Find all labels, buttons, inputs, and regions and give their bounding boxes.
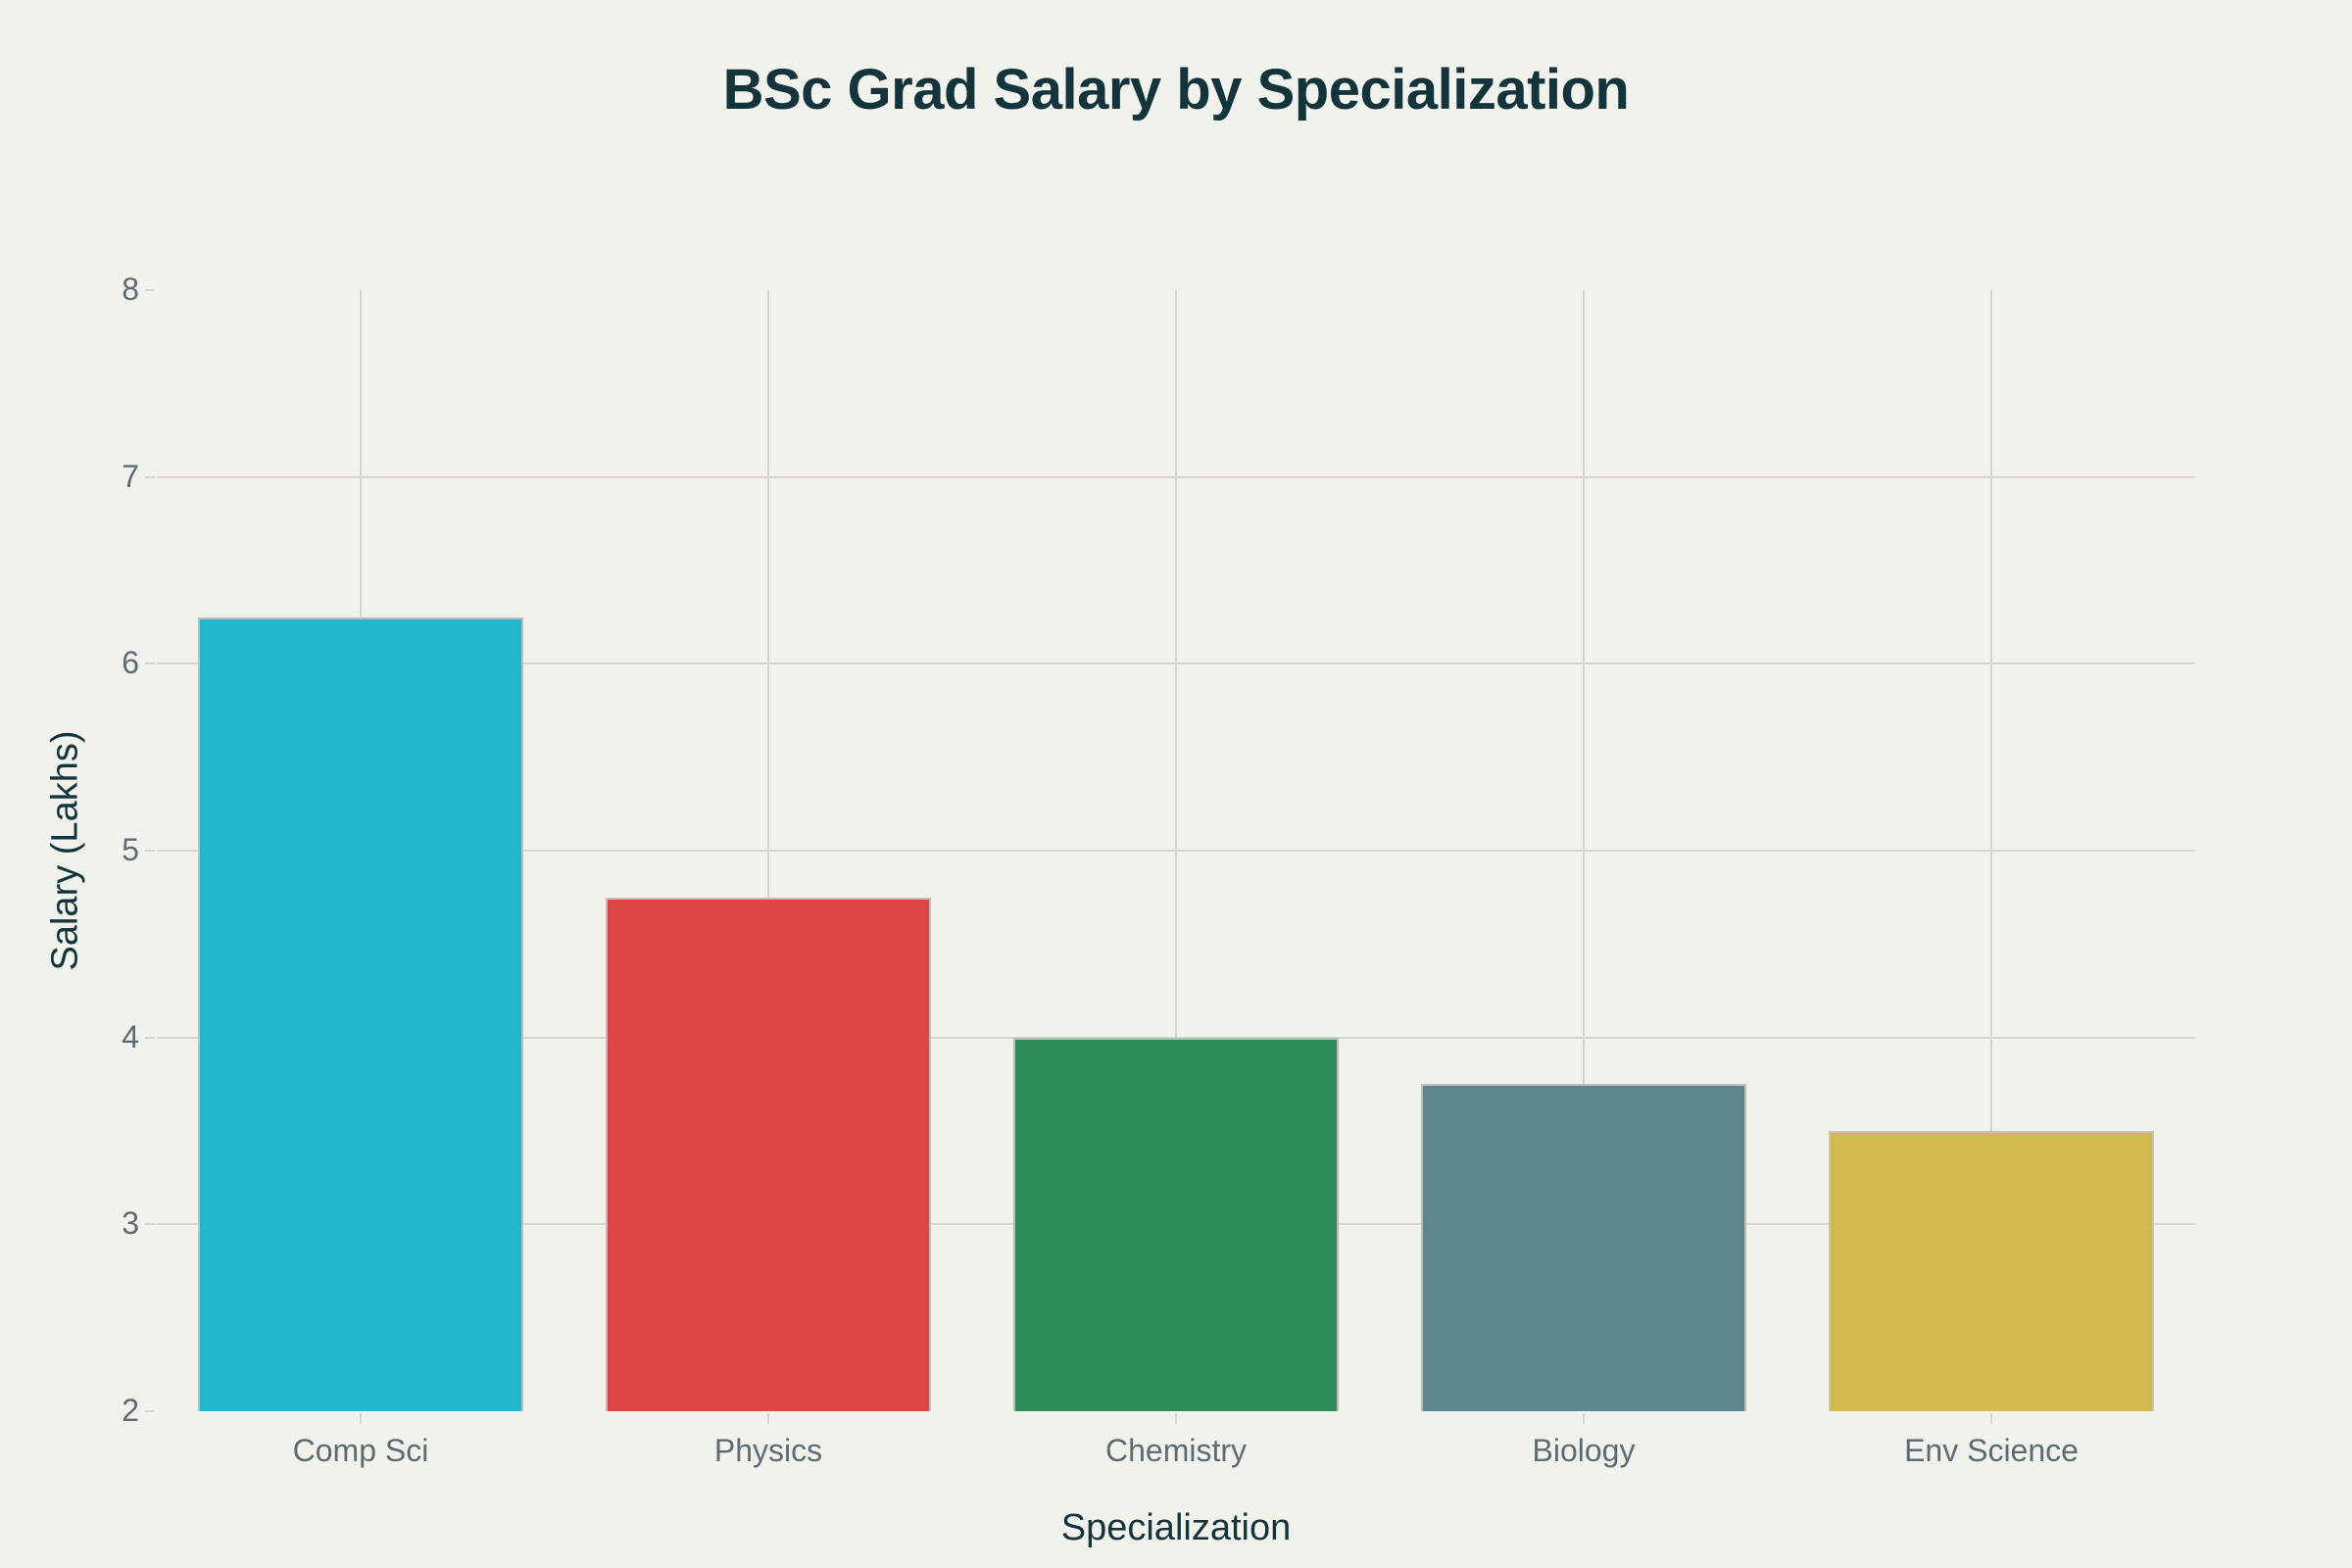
y-tick-label: 3 bbox=[122, 1205, 139, 1242]
x-tick-label: Env Science bbox=[1904, 1433, 2079, 1468]
x-tick-mark bbox=[767, 1413, 769, 1424]
y-tick-mark bbox=[145, 475, 155, 478]
bar-biology[interactable] bbox=[1420, 1084, 1747, 1411]
y-tick-label: 4 bbox=[122, 1018, 139, 1054]
x-tick-mark bbox=[360, 1413, 362, 1424]
x-axis-title: Specialization bbox=[1060, 1507, 1292, 1548]
x-tick-mark bbox=[1990, 1413, 1992, 1424]
x-tick-label: Biology bbox=[1532, 1433, 1636, 1468]
y-tick-label: 6 bbox=[122, 645, 139, 681]
bar-comp-sci[interactable] bbox=[197, 616, 524, 1411]
plot-area bbox=[157, 290, 2195, 1411]
x-tick-label: Comp Sci bbox=[292, 1433, 429, 1468]
x-tick-mark bbox=[1175, 1413, 1177, 1424]
gridline-vertical bbox=[1583, 290, 1585, 1411]
x-tick-label: Physics bbox=[713, 1433, 823, 1468]
chart-title: BSc Grad Salary by Specialization bbox=[722, 58, 1630, 122]
y-tick-mark bbox=[145, 850, 155, 852]
bar-chemistry[interactable] bbox=[1012, 1037, 1340, 1411]
x-tick-label: Chemistry bbox=[1104, 1433, 1247, 1468]
y-tick-label: 8 bbox=[122, 271, 139, 307]
y-tick-mark bbox=[145, 1036, 155, 1039]
bar-physics[interactable] bbox=[605, 897, 932, 1411]
y-tick-mark bbox=[145, 289, 155, 291]
y-tick-label: 7 bbox=[122, 458, 139, 494]
y-tick-label: 5 bbox=[122, 832, 139, 867]
gridline-vertical bbox=[1175, 290, 1177, 1411]
y-tick-label: 2 bbox=[122, 1393, 139, 1428]
bar-env-science[interactable] bbox=[1828, 1131, 2155, 1411]
y-tick-mark bbox=[145, 1410, 155, 1412]
y-tick-mark bbox=[145, 662, 155, 665]
gridline-vertical bbox=[767, 290, 769, 1411]
x-tick-mark bbox=[1583, 1413, 1585, 1424]
y-tick-mark bbox=[145, 1223, 155, 1226]
gridline-vertical bbox=[1990, 290, 1992, 1411]
